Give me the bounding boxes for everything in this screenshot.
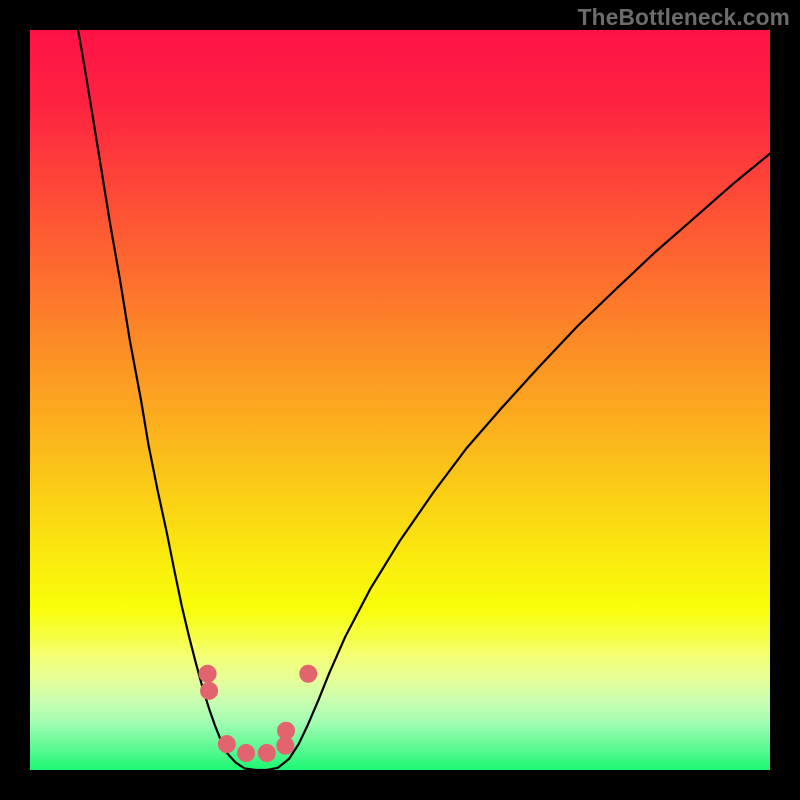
data-marker bbox=[300, 665, 317, 682]
watermark-text: TheBottleneck.com bbox=[578, 4, 790, 31]
data-marker bbox=[199, 665, 216, 682]
plot-svg bbox=[30, 30, 770, 770]
data-marker bbox=[258, 744, 275, 761]
figure-container: TheBottleneck.com bbox=[0, 0, 800, 800]
data-marker bbox=[238, 744, 255, 761]
data-marker bbox=[218, 736, 235, 753]
data-marker bbox=[201, 682, 218, 699]
data-marker bbox=[278, 722, 295, 739]
plot-area bbox=[30, 30, 770, 770]
